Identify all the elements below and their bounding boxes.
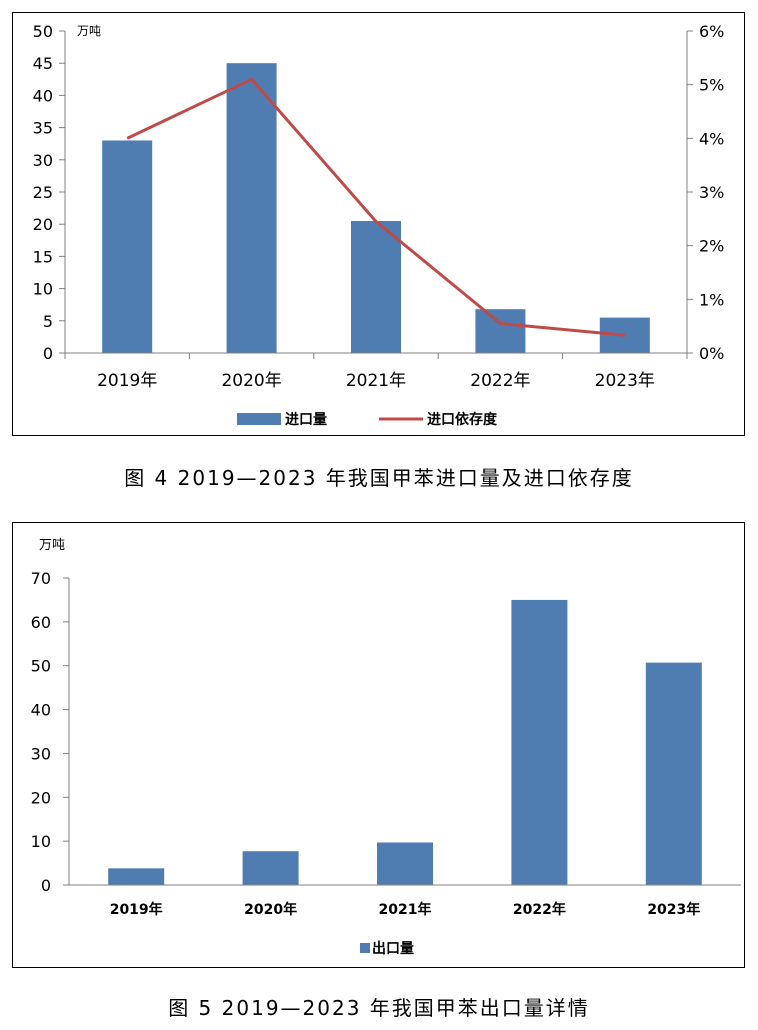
left-tick-label: 25: [33, 183, 53, 202]
y-tick-label: 40: [31, 701, 51, 720]
y-tick-label: 30: [31, 744, 51, 763]
left-tick-label: 50: [33, 22, 53, 41]
x-category-label: 2020年: [221, 371, 281, 391]
y-tick-label: 20: [31, 788, 51, 807]
x-category-label: 2019年: [97, 371, 157, 391]
right-tick-label: 3%: [699, 183, 724, 202]
figure-5-caption: 图 5 2019—2023 年我国甲苯出口量详情: [168, 996, 590, 1020]
legend-import-label: 进口量: [285, 412, 327, 428]
export-bar-2021: [377, 842, 433, 885]
x-category-label: 2021年: [346, 371, 406, 391]
figure-4-caption: 图 4 2019—2023 年我国甲苯进口量及进口依存度: [124, 466, 634, 490]
dependence-line: [126, 77, 625, 337]
right-tick-label: 4%: [699, 129, 724, 148]
y-tick-label: 60: [31, 613, 51, 632]
x-category-label: 2022年: [470, 371, 530, 391]
left-tick-label: 10: [33, 280, 53, 299]
y-tick-label: 10: [31, 832, 51, 851]
right-tick-label: 5%: [699, 76, 724, 95]
export-bar-2019: [108, 868, 165, 885]
left-tick-label: 15: [33, 247, 53, 266]
import-bar-2021: [351, 220, 401, 353]
export-chart: 万吨 0 10 20 30 40 50 60 70 2019年 2020年 2021年 2022年 202…: [31, 538, 741, 957]
legend-export-swatch: [360, 943, 370, 953]
unit-label: 万吨: [39, 538, 65, 553]
import-bar-2019: [102, 140, 153, 353]
import-chart: 万吨 0 5 10 15 20 25 30 35 40 45 50 0% 1% 2% 3% 4% 5% 6% 2019…: [33, 22, 725, 428]
left-tick-label: 20: [33, 215, 53, 234]
legend-import-swatch: [237, 413, 281, 425]
right-tick-label: 0%: [699, 344, 724, 363]
left-tick-label: 40: [33, 86, 53, 105]
export-bar-2022: [511, 599, 568, 885]
export-bar-2023: [645, 662, 702, 885]
import-bar-2022: [475, 309, 526, 353]
right-tick-label: 6%: [699, 22, 724, 41]
unit-label: 万吨: [77, 24, 101, 38]
y-tick-label: 70: [31, 569, 51, 588]
x-category-label: 2023年: [647, 901, 700, 918]
left-tick-label: 5: [43, 312, 53, 331]
x-category-label: 2019年: [110, 901, 163, 918]
x-category-label: 2021年: [379, 901, 432, 918]
left-tick-label: 45: [33, 54, 53, 73]
export-bar-2020: [242, 851, 299, 885]
right-tick-label: 2%: [699, 237, 724, 256]
import-bar-2020: [226, 63, 277, 353]
x-category-label: 2023年: [595, 371, 655, 391]
left-tick-label: 30: [33, 151, 53, 170]
legend-dependence-label: 进口依存度: [427, 411, 498, 428]
left-tick-label: 35: [33, 119, 53, 138]
y-tick-label: 50: [31, 657, 51, 676]
x-category-label: 2022年: [513, 901, 566, 918]
x-category-label: 2020年: [244, 901, 297, 918]
legend-export-label: 出口量: [372, 940, 414, 957]
y-tick-label: 0: [41, 876, 51, 895]
export-chart-frame: 万吨 0 10 20 30 40 50 60 70 2019年 2020年 2021年 2022年 202…: [12, 522, 745, 968]
left-tick-label: 0: [43, 344, 53, 363]
import-chart-frame: 万吨 0 5 10 15 20 25 30 35 40 45 50 0% 1% 2% 3% 4% 5% 6% 2019…: [12, 12, 745, 436]
right-tick-label: 1%: [699, 290, 724, 309]
